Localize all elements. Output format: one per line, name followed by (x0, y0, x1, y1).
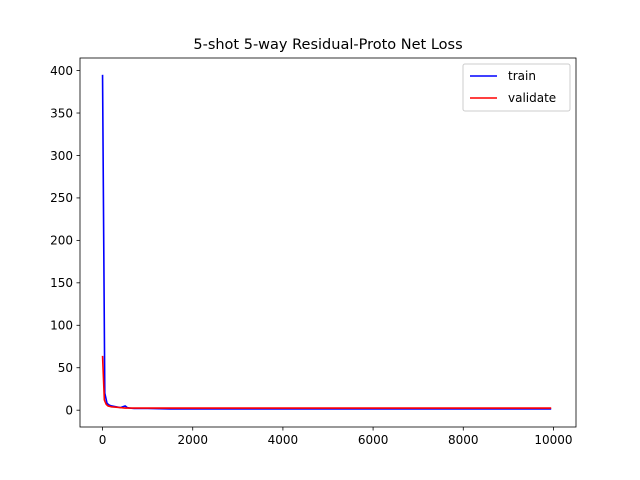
axes-layer: 0 2000 4000 6000 8000 10000 0 50 100 150 200 250 300… (50, 57, 577, 447)
x-tick-label: 4000 (268, 433, 299, 447)
y-tick-label: 400 (50, 64, 73, 78)
x-tick-label: 2000 (177, 433, 208, 447)
legend-label-validate: validate (508, 91, 556, 105)
y-tick-label: 150 (50, 276, 73, 290)
plot-frame (79, 57, 577, 428)
y-tick-label: 0 (65, 403, 73, 417)
series-layer (101, 74, 552, 410)
x-tick-label: 0 (99, 433, 107, 447)
x-tick-label: 10000 (534, 433, 572, 447)
y-tick-label: 50 (58, 361, 73, 375)
legend: train validate (462, 63, 571, 112)
y-tick-label: 250 (50, 191, 73, 205)
series-line-validate (101, 355, 552, 409)
y-tick-label: 200 (50, 234, 73, 248)
y-tick-label: 100 (50, 319, 73, 333)
x-tick-label: 6000 (358, 433, 389, 447)
y-tick-label: 300 (50, 149, 73, 163)
x-tick-label: 8000 (448, 433, 479, 447)
legend-label-train: train (508, 69, 536, 83)
chart-title: 5-shot 5-way Residual-Proto Net Loss (193, 37, 462, 53)
y-tick-label: 350 (50, 106, 73, 120)
